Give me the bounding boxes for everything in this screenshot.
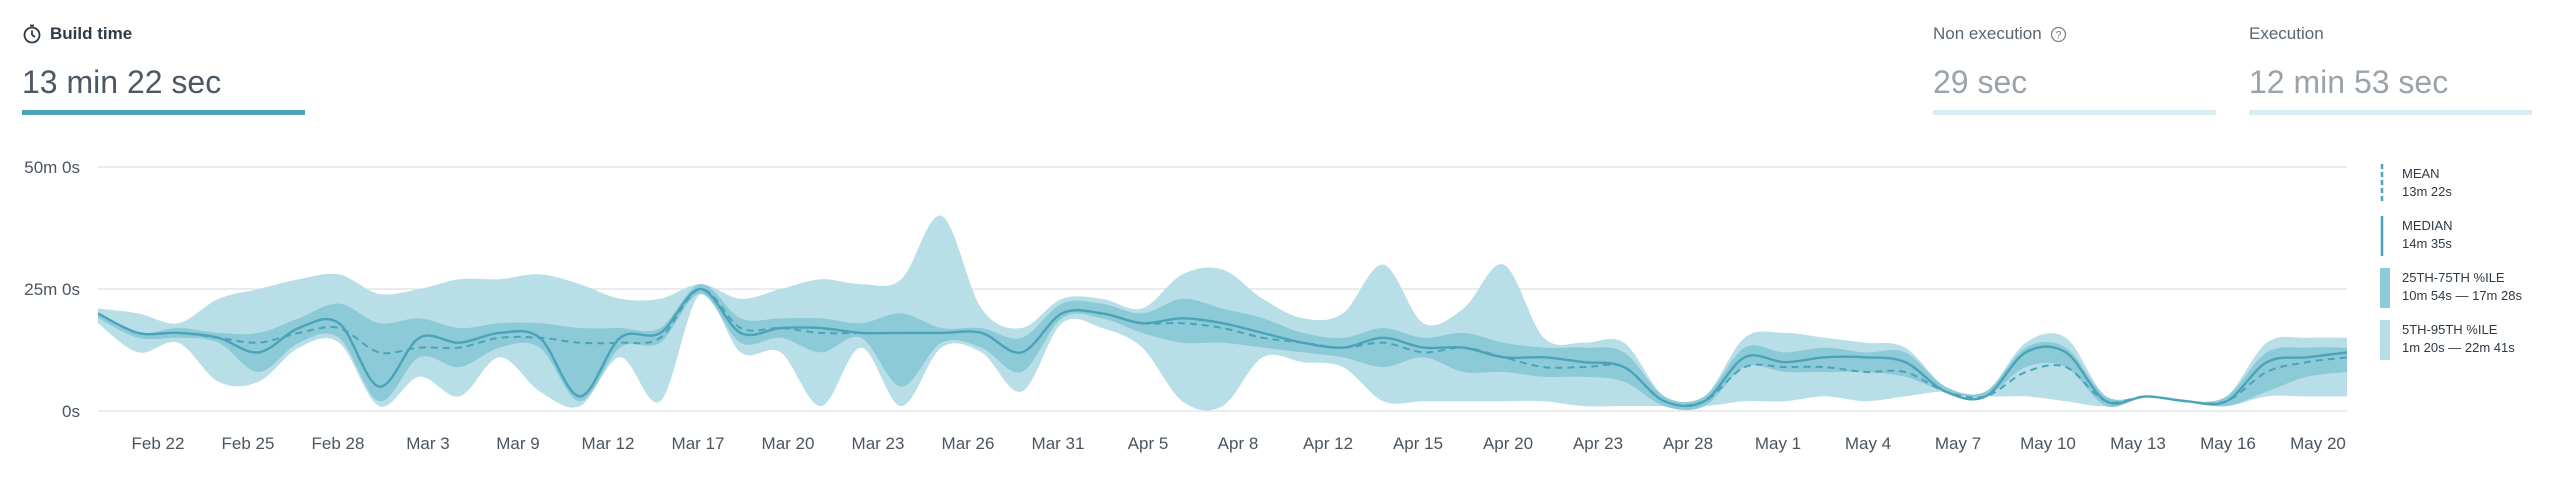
execution-bar [2249, 110, 2532, 115]
legend-value-p5-95: 1m 20s — 22m 41s [2402, 340, 2515, 355]
p5-p95-band-swatch [2380, 320, 2390, 360]
x-tick-label: Mar 9 [496, 434, 539, 453]
x-tick-label: Apr 20 [1483, 434, 1533, 453]
x-tick-label: Apr 8 [1218, 434, 1259, 453]
x-tick-label: Mar 26 [942, 434, 995, 453]
legend-value-iqr: 10m 54s — 17m 28s [2402, 288, 2522, 303]
x-tick-label: Apr 15 [1393, 434, 1443, 453]
x-tick-label: May 1 [1755, 434, 1801, 453]
build-time-bar [22, 110, 305, 115]
legend-value-mean: 13m 22s [2402, 184, 2452, 199]
build-time-chart[interactable]: 50m 0s 25m 0s 0s Feb 22 Feb 25 Feb 28 Mar 3 Ma… [0, 0, 2360, 490]
y-tick-labels: 50m 0s 25m 0s 0s [24, 158, 80, 421]
x-tick-label: Mar 23 [852, 434, 905, 453]
x-tick-label: Feb 28 [312, 434, 365, 453]
mean-line [97, 288, 2348, 407]
x-tick-label: May 7 [1935, 434, 1981, 453]
x-tick-label: May 13 [2110, 434, 2166, 453]
non-execution-label: Non execution [1933, 24, 2042, 43]
x-tick-label: May 10 [2020, 434, 2076, 453]
x-tick-label: Mar 12 [582, 434, 635, 453]
x-tick-label: May 16 [2200, 434, 2256, 453]
x-tick-label: Apr 5 [1128, 434, 1169, 453]
x-tick-label: May 4 [1845, 434, 1891, 453]
help-icon[interactable]: ? [2050, 26, 2067, 43]
x-tick-label: Apr 12 [1303, 434, 1353, 453]
build-time-metric[interactable]: Build time 13 min 22 sec [22, 22, 305, 115]
execution-value: 12 min 53 sec [2249, 64, 2449, 100]
execution-metric[interactable]: Execution 12 min 53 sec [2249, 22, 2532, 115]
median-solid-swatch [2380, 216, 2384, 256]
x-tick-label: Mar 20 [762, 434, 815, 453]
legend-title-p5-95: 5TH-95TH %ILE [2402, 322, 2498, 337]
y-tick-label: 0s [62, 402, 80, 421]
build-time-bar-fill [22, 110, 305, 115]
build-time-label-row: Build time [22, 22, 221, 46]
x-tick-label: Apr 28 [1663, 434, 1713, 453]
x-tick-labels: Feb 22 Feb 25 Feb 28 Mar 3 Mar 9 Mar 12 Mar 17… [132, 434, 2346, 453]
legend-item-median[interactable]: MEDIAN 14m 35s [2380, 214, 2560, 266]
legend-value-median: 14m 35s [2402, 236, 2452, 251]
chart-legend: MEAN 13m 22s MEDIAN 14m 35s 25TH-75TH %I… [2380, 162, 2560, 370]
legend-item-mean[interactable]: MEAN 13m 22s [2380, 162, 2560, 214]
execution-label-row: Execution [2249, 22, 2448, 46]
x-tick-label: Mar 17 [672, 434, 725, 453]
x-tick-label: Feb 25 [222, 434, 275, 453]
x-tick-label: Mar 31 [1032, 434, 1085, 453]
build-time-label: Build time [50, 24, 133, 43]
legend-item-p5-95[interactable]: 5TH-95TH %ILE 1m 20s — 22m 41s [2380, 318, 2560, 370]
build-time-value: 13 min 22 sec [22, 64, 222, 100]
median-line [97, 287, 2348, 408]
legend-item-iqr[interactable]: 25TH-75TH %ILE 10m 54s — 17m 28s [2380, 266, 2560, 318]
x-tick-label: Apr 23 [1573, 434, 1623, 453]
non-execution-value: 29 sec [1933, 64, 2028, 100]
legend-title-median: MEDIAN [2402, 218, 2453, 233]
stopwatch-icon [23, 24, 41, 44]
line-layer [97, 287, 2348, 408]
mean-dashed-swatch [2380, 164, 2384, 204]
non-execution-bar [1933, 110, 2216, 115]
y-tick-label: 25m 0s [24, 280, 80, 299]
x-tick-label: Mar 3 [406, 434, 449, 453]
iqr-band-swatch [2380, 268, 2390, 308]
non-execution-metric[interactable]: Non execution ? 29 sec [1933, 22, 2216, 115]
svg-text:?: ? [2055, 29, 2061, 41]
y-tick-label: 50m 0s [24, 158, 80, 177]
legend-title-mean: MEAN [2402, 166, 2440, 181]
legend-title-iqr: 25TH-75TH %ILE [2402, 270, 2505, 285]
non-execution-label-row: Non execution ? [1933, 22, 2067, 46]
x-tick-label: May 20 [2290, 434, 2346, 453]
x-tick-label: Feb 22 [132, 434, 185, 453]
execution-label: Execution [2249, 24, 2324, 43]
